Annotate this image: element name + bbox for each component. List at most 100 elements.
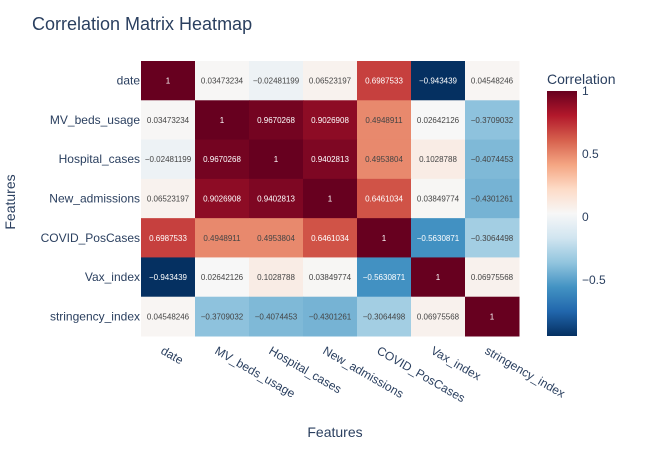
cell-value-label: 0.9402813 [311,155,349,164]
x-tick-label: date [159,343,187,367]
cell-value-label: 0.03473234 [201,77,244,86]
cell-value-label: 0.06975568 [471,273,514,282]
heatmap-cell [465,296,520,337]
y-tick-label: Hospital_cases [59,152,140,166]
cell-value-label: −0.3064498 [471,234,514,243]
cell-value-label: −0.4074453 [471,155,514,164]
heatmap-cell [411,139,466,180]
colorbar-title: Correlation [547,71,615,87]
heatmap-cell [195,100,250,141]
cell-value-label: −0.4074453 [255,312,298,321]
y-tick-label: MV_beds_usage [50,113,140,127]
cell-value-label: 0.6987533 [365,77,403,86]
cell-value-label: 0.4948911 [203,234,241,243]
heatmap-cell [465,139,520,180]
cell-value-label: 0.9026908 [311,116,349,125]
cell-value-label: −0.5630871 [363,273,406,282]
cell-value-label: 0.6461034 [311,234,349,243]
heatmap-cell [141,178,196,219]
heatmap-cell [465,61,520,101]
heatmap-cell [141,218,196,258]
heatmap-cell [249,61,304,101]
heatmap-cell [303,218,358,258]
heatmap-cell [357,218,412,258]
heatmap-cell [411,100,466,141]
cell-value-label: 0.03849774 [309,273,352,282]
cell-value-label: 1 [436,273,441,282]
x-tick-label: stringency_index [483,343,568,400]
cell-value-label: 1 [382,234,387,243]
cell-value-label: 0.04548246 [471,77,514,86]
cell-value-label: 0.4948911 [365,116,403,125]
heatmap-cell [357,100,412,141]
heatmap-cell [411,61,466,101]
y-tick-label: New_admissions [49,192,140,206]
cell-value-label: −0.02481199 [253,77,300,86]
heatmap-cell [195,218,250,258]
heatmap-cell [465,218,520,258]
heatmap-cell [465,100,520,141]
heatmap-cell [303,100,358,141]
heatmap-cell [249,257,304,298]
heatmap-cell [357,178,412,219]
cell-value-label: 0.03849774 [417,195,460,204]
heatmap-cell [195,61,250,101]
cell-value-label: 0.06523197 [309,77,352,86]
heatmap-cell [195,257,250,298]
cell-value-label: −0.4301261 [309,312,352,321]
colorbar-tick-label: 1 [582,84,589,98]
cell-value-label: 0.6987533 [149,234,187,243]
cell-value-label: 0.04548246 [147,312,190,321]
heatmap-cell [141,61,196,101]
heatmap-cell [303,296,358,337]
cell-value-label: −0.5630871 [417,234,460,243]
heatmap-cell [303,139,358,180]
heatmap-cell [411,218,466,258]
heatmap-cells: 1 0.03473234 −0.02481199 0.06523197 0.698753… [141,61,520,337]
heatmap-cell [411,178,466,219]
cell-value-label: −0.3709032 [471,116,514,125]
heatmap-cell [195,296,250,337]
cell-value-label: −0.943439 [419,77,458,86]
y-axis-ticks: date MV_beds_usage Hospital_cases New_admis… [41,74,141,324]
cell-value-label: 0.1028788 [257,273,295,282]
heatmap-cell [357,139,412,180]
y-tick-label: date [117,74,141,88]
heatmap-cell [141,139,196,180]
heatmap-cell [195,178,250,219]
heatmap-cell [195,139,250,180]
x-axis-ticks: date MV_beds_usageHospital_casesNew_admis… [159,343,568,405]
cell-value-label: 1 [166,77,171,86]
colorbar-tick-label: 0 [582,210,589,224]
heatmap-cell [249,100,304,141]
heatmap-cell [249,218,304,258]
cell-value-label: 0.06523197 [147,195,190,204]
heatmap-cell [249,139,304,180]
heatmap-cell [249,178,304,219]
cell-value-label: −0.02481199 [145,155,192,164]
heatmap-cell [357,296,412,337]
cell-value-label: −0.4301261 [471,195,514,204]
cell-value-label: 0.03473234 [147,116,190,125]
heatmap-cell [465,178,520,219]
cell-value-label: 1 [328,195,333,204]
heatmap-cell [411,296,466,337]
cell-value-label: −0.3064498 [363,312,406,321]
y-tick-label: Vax_index [85,270,140,284]
cell-value-label: 0.9670268 [203,155,241,164]
y-tick-label: COVID_PosCases [41,231,140,245]
y-tick-label: stringency_index [50,309,140,323]
heatmap-cell [249,296,304,337]
cell-value-label: −0.943439 [149,273,188,282]
cell-value-label: −0.3709032 [201,312,244,321]
heatmap-cell [141,296,196,337]
cell-value-label: 0.4953804 [257,234,295,243]
cell-value-label: 0.02642126 [201,273,244,282]
x-tick-label: COVID_PosCases [375,343,468,405]
heatmap-cell [303,61,358,101]
heatmap-cell [465,257,520,298]
cell-value-label: 0.9402813 [257,195,295,204]
cell-value-label: 0.06975568 [417,312,460,321]
chart-title: Correlation Matrix Heatmap [32,14,252,34]
heatmap-cell [303,178,358,219]
